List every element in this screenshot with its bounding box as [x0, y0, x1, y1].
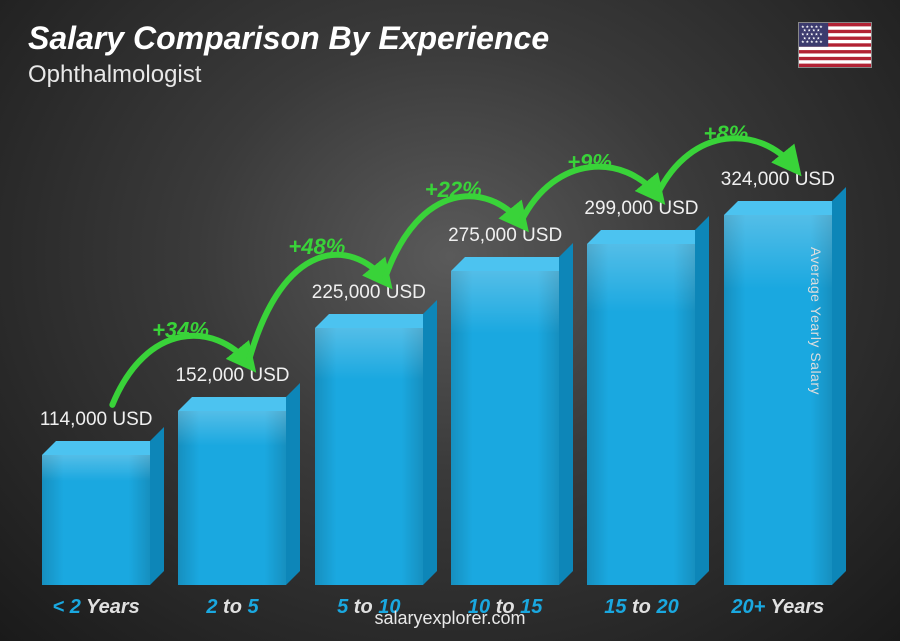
bar-slot: 114,000 USD< 2 Years: [28, 105, 164, 585]
bar-side-face: [832, 187, 846, 585]
chart-subtitle: Ophthalmologist: [28, 61, 872, 89]
bar-top-face: [587, 230, 709, 244]
bar-value-label: 275,000 USD: [425, 225, 585, 247]
bar-slot: 152,000 USD2 to 5: [164, 105, 300, 585]
bar-chart: 114,000 USD< 2 Years152,000 USD2 to 5225…: [28, 105, 846, 585]
bar-top-face: [42, 441, 164, 455]
svg-text:★ ★ ★ ★ ★: ★ ★ ★ ★ ★: [801, 40, 823, 44]
bar-side-face: [150, 427, 164, 585]
bar-top-face: [315, 314, 437, 328]
chart-header: Salary Comparison By Experience Ophthalm…: [28, 20, 872, 89]
bar-side-face: [286, 383, 300, 585]
bar-top-face: [451, 257, 573, 271]
bar-side-face: [695, 216, 709, 585]
bar-slot: 324,000 USD20+ Years: [710, 105, 846, 585]
bar-front-face: [178, 411, 286, 585]
bar: [451, 271, 559, 585]
bar-top-face: [724, 201, 846, 215]
bar-top-face: [178, 397, 300, 411]
bar: [178, 411, 286, 585]
bar-slot: 275,000 USD10 to 15: [437, 105, 573, 585]
bar-value-label: 299,000 USD: [561, 198, 721, 220]
bar-side-face: [423, 300, 437, 585]
bar-value-label: 152,000 USD: [152, 365, 312, 387]
y-axis-label: Average Yearly Salary: [808, 247, 824, 395]
footer-attribution: salaryexplorer.com: [0, 608, 900, 629]
bar-side-face: [559, 243, 573, 585]
flag-icon: ★ ★ ★ ★ ★★ ★ ★ ★ ★ ★ ★ ★ ★★ ★ ★ ★ ★ ★ ★ …: [798, 22, 872, 68]
chart-title: Salary Comparison By Experience: [28, 20, 872, 57]
bar-front-face: [451, 271, 559, 585]
bar-front-face: [587, 244, 695, 585]
bar: [42, 455, 150, 585]
bar-front-face: [315, 328, 423, 585]
bar-front-face: [42, 455, 150, 585]
bar-slot: 299,000 USD15 to 20: [573, 105, 709, 585]
bar: [315, 328, 423, 585]
bar-slot: 225,000 USD5 to 10: [301, 105, 437, 585]
bar-value-label: 225,000 USD: [289, 282, 449, 304]
bar-value-label: 324,000 USD: [698, 169, 858, 191]
bar: [587, 244, 695, 585]
bar-value-label: 114,000 USD: [16, 409, 176, 431]
